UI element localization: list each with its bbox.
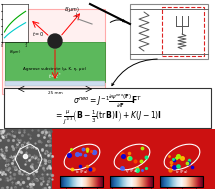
Title: $t_x$ (Pa): $t_x$ (Pa) (75, 168, 88, 176)
Text: $= \frac{\mu}{J^{1/3}}\left(\mathbf{B} - \frac{1}{3}(\mathrm{tr}\,\mathbf{B})\ma: $= \frac{\mu}{J^{1/3}}\left(\mathbf{B} -… (54, 108, 162, 126)
Title: $t_z$ (Pa): $t_z$ (Pa) (175, 168, 188, 176)
Title: $t_y$ (Pa): $t_y$ (Pa) (125, 167, 138, 176)
X-axis label: $\delta(\mu m)$: $\delta(\mu m)$ (9, 48, 21, 56)
Text: 25 mm: 25 mm (48, 91, 62, 95)
Circle shape (48, 34, 62, 48)
Text: $t = 0$: $t = 0$ (32, 30, 44, 38)
Text: $\sigma^{neo} = J^{-1}\frac{\partial\psi^{neo}(\mathbf{F})}{\partial\mathbf{F}}\: $\sigma^{neo} = J^{-1}\frac{\partial\psi… (73, 92, 143, 110)
Text: $\delta(\mu m)$: $\delta(\mu m)$ (64, 5, 80, 14)
FancyBboxPatch shape (2, 9, 105, 94)
Text: $t = t^*$: $t = t^*$ (48, 71, 62, 81)
FancyArrowPatch shape (18, 88, 23, 100)
FancyBboxPatch shape (4, 88, 211, 128)
Bar (52, 129, 215, 189)
FancyArrowPatch shape (112, 59, 157, 86)
Bar (5, 81, 105, 86)
Bar (0, 129, 52, 189)
Text: $\downarrow$: $\downarrow$ (72, 11, 78, 19)
Text: Agarose substrate (μ, K, η, μ∞): Agarose substrate (μ, K, η, μ∞) (23, 67, 87, 71)
Bar (130, 4, 208, 59)
FancyBboxPatch shape (162, 7, 204, 56)
FancyArrowPatch shape (110, 20, 125, 22)
Bar (5, 42, 105, 82)
